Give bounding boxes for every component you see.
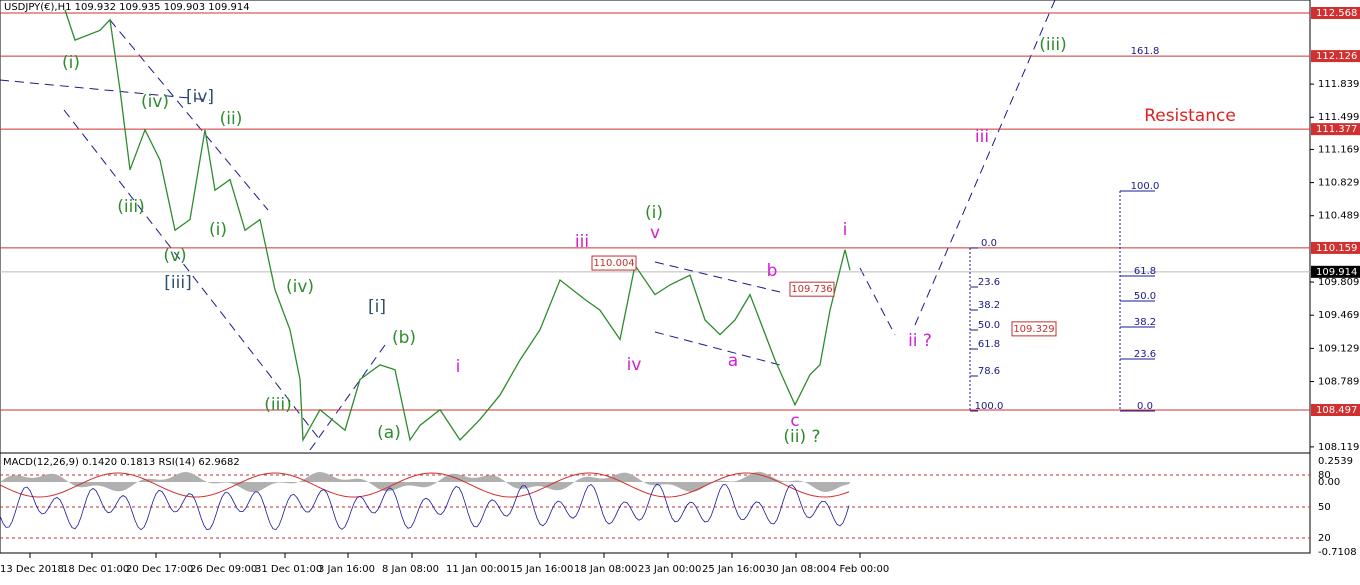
wave-label: iv bbox=[627, 355, 642, 375]
level-label: 110.159 bbox=[1316, 243, 1357, 254]
time-label: 18 Jan 08:00 bbox=[574, 564, 637, 575]
wave-label: (a) bbox=[377, 423, 401, 443]
indicator-label: MACD(12,26,9) 0.1420 0.1813 RSI(14) 62.9… bbox=[3, 457, 240, 468]
header: USDJPY(€),H1 109.932 109.935 109.903 109… bbox=[4, 2, 250, 13]
time-label: 26 Dec 09:00 bbox=[190, 564, 257, 575]
wave-label: (iv) bbox=[286, 277, 314, 297]
last-price-label: 109.914 bbox=[1316, 267, 1357, 278]
level-tag bbox=[1311, 123, 1360, 136]
fib-label: 161.8 bbox=[1131, 46, 1160, 57]
wave-label: ii ? bbox=[908, 331, 932, 351]
wave-label: (ii) ? bbox=[783, 427, 820, 447]
fib-label: 61.8 bbox=[1134, 266, 1156, 277]
price-tick-label: 111.839 bbox=[1318, 79, 1359, 90]
fib-label: 23.6 bbox=[1134, 349, 1156, 360]
macd-histogram bbox=[0, 471, 850, 493]
wave-label: (iii) bbox=[264, 395, 291, 415]
time-label: 4 Feb 00:00 bbox=[830, 564, 889, 575]
indicator-scale-label: -0.7108 bbox=[1318, 547, 1357, 558]
wave-label: [i] bbox=[368, 297, 386, 317]
price-box bbox=[591, 255, 637, 271]
wave-label: [iii] bbox=[164, 273, 191, 293]
price-tick-label: 111.169 bbox=[1318, 144, 1359, 155]
wave-label: (ii) bbox=[220, 109, 243, 129]
wave-label: iii bbox=[575, 232, 589, 252]
price-tick-label: 108.119 bbox=[1318, 442, 1359, 453]
price-tick-label: 110.829 bbox=[1318, 178, 1359, 189]
trend-lines bbox=[0, 0, 1056, 451]
level-label: 112.126 bbox=[1316, 51, 1357, 62]
wave-label: (b) bbox=[392, 328, 416, 348]
price-tick-label: 110.489 bbox=[1318, 211, 1359, 222]
price-box bbox=[789, 281, 835, 297]
fib-label: 50.0 bbox=[978, 320, 1000, 331]
price-box bbox=[1011, 321, 1057, 337]
wave-label: a bbox=[728, 351, 738, 371]
time-label: 8 Jan 08:00 bbox=[382, 564, 439, 575]
time-label: 31 Dec 01:00 bbox=[255, 564, 322, 575]
macd-signal bbox=[0, 472, 850, 498]
level-label: 108.497 bbox=[1316, 405, 1357, 416]
wave-label: (iii) bbox=[117, 197, 144, 217]
indicator-scale-label: 0.00 bbox=[1318, 477, 1340, 488]
rsi-line bbox=[0, 483, 850, 531]
indicator-scale-label: 80 bbox=[1318, 470, 1331, 481]
time-label: 11 Jan 00:00 bbox=[446, 564, 509, 575]
price-box-label: 110.004 bbox=[593, 258, 634, 269]
level-tag bbox=[1311, 241, 1360, 254]
wave-label: (i) bbox=[62, 53, 80, 73]
time-label: 20 Dec 17:00 bbox=[126, 564, 193, 575]
fib-label: 23.6 bbox=[978, 277, 1000, 288]
wave-label: b bbox=[767, 261, 778, 281]
wave-label: iii bbox=[975, 127, 989, 147]
wave-label: (i) bbox=[209, 220, 227, 240]
last-price-tag bbox=[1311, 265, 1360, 278]
price-tick-label: 111.499 bbox=[1318, 112, 1359, 123]
plot-frame bbox=[0, 0, 1311, 554]
fib-label: 38.2 bbox=[978, 300, 1000, 311]
fib-label: 0.0 bbox=[981, 238, 997, 249]
fib-label: 38.2 bbox=[1134, 317, 1156, 328]
price-tick-label: 109.809 bbox=[1318, 277, 1359, 288]
level-tag bbox=[1311, 50, 1360, 63]
time-label: 18 Dec 01:00 bbox=[62, 564, 129, 575]
time-label: 30 Jan 08:00 bbox=[766, 564, 829, 575]
time-label: 15 Jan 16:00 bbox=[510, 564, 573, 575]
price-box-label: 109.329 bbox=[1013, 324, 1054, 335]
level-label: 112.568 bbox=[1316, 8, 1357, 19]
wave-label: c bbox=[790, 411, 799, 431]
wave-label: Resistance bbox=[1144, 106, 1236, 126]
price-tick-label: 108.789 bbox=[1318, 377, 1359, 388]
wave-label: [iv] bbox=[186, 87, 214, 107]
indicator-scale-label: 50 bbox=[1318, 502, 1331, 513]
price-tick-label: 109.129 bbox=[1318, 343, 1359, 354]
fib-label: 100.0 bbox=[1131, 181, 1160, 192]
indicator-scale-label: 20 bbox=[1318, 533, 1331, 544]
wave-label: i bbox=[456, 357, 461, 377]
time-label: 13 Dec 2018 bbox=[0, 564, 64, 575]
wave-label: i bbox=[843, 220, 848, 240]
price-line bbox=[64, 9, 851, 443]
level-tag bbox=[1311, 7, 1360, 19]
wave-label: (iii) bbox=[1039, 35, 1066, 55]
fib-label: 61.8 bbox=[978, 339, 1000, 350]
wave-label: (i) bbox=[645, 203, 663, 223]
fib-label: 100.0 bbox=[975, 401, 1004, 412]
level-tag bbox=[1311, 404, 1360, 417]
fib-label: 0.0 bbox=[1137, 401, 1153, 412]
level-label: 111.377 bbox=[1316, 124, 1357, 135]
indicator-scale-label: 0.2539 bbox=[1318, 456, 1353, 467]
wave-label: (iv) bbox=[141, 92, 169, 112]
time-label: 3 Jan 16:00 bbox=[318, 564, 375, 575]
fib-label: 50.0 bbox=[1134, 291, 1156, 302]
price-tick-label: 109.469 bbox=[1318, 310, 1359, 321]
time-label: 23 Jan 00:00 bbox=[638, 564, 701, 575]
fib-label: 78.6 bbox=[978, 366, 1000, 377]
price-box-label: 109.736 bbox=[791, 284, 832, 295]
time-label: 25 Jan 16:00 bbox=[702, 564, 765, 575]
wave-label: (v) bbox=[163, 246, 186, 266]
wave-label: v bbox=[650, 223, 660, 243]
